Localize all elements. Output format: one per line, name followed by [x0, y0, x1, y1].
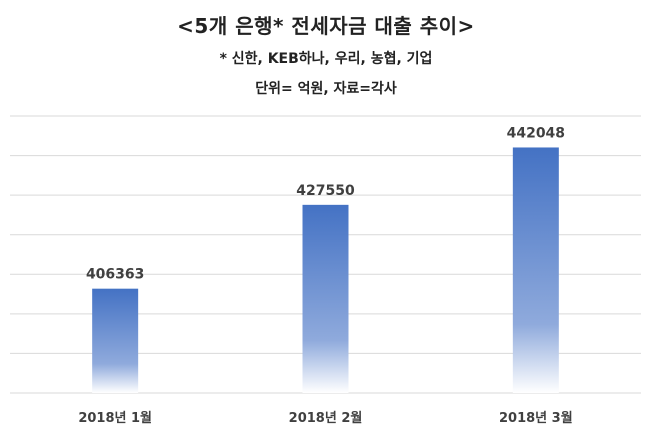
- data-labels: 406363 427550 442048: [86, 125, 565, 282]
- x-tick-label-2: 2018년 2월: [289, 410, 363, 426]
- bars: [92, 147, 559, 393]
- bar-2: [302, 204, 349, 393]
- x-tick-label-1: 2018년 1월: [78, 410, 152, 426]
- chart-title: <5개 은행* 전세자금 대출 추이>: [177, 14, 475, 38]
- data-label-2: 427550: [296, 183, 355, 199]
- x-tick-labels: 2018년 1월 2018년 2월 2018년 3월: [78, 410, 572, 426]
- bar-3: [512, 147, 559, 393]
- chart-subtitle-unit-source: 단위= 억원, 자료=각사: [255, 81, 397, 97]
- data-label-1: 406363: [86, 267, 144, 283]
- x-tick-label-3: 2018년 3월: [499, 410, 573, 426]
- data-label-3: 442048: [507, 125, 565, 141]
- bar-1: [92, 288, 139, 393]
- chart-subtitle-banks: * 신한, KEB하나, 우리, 농협, 기업: [219, 51, 433, 67]
